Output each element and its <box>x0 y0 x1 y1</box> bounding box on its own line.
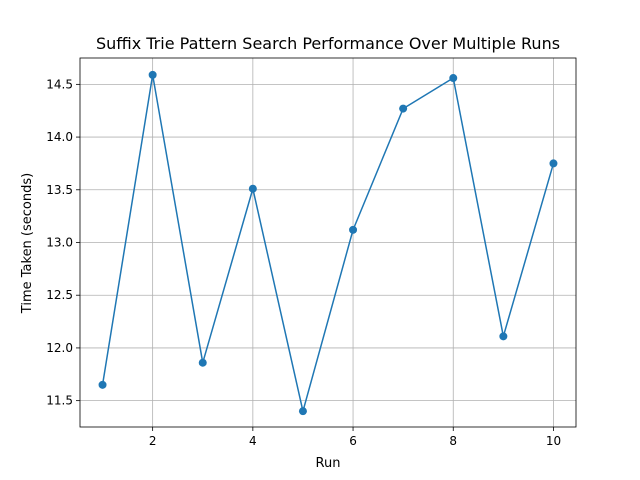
data-point <box>499 332 508 341</box>
y-axis-label: Time Taken (seconds) <box>20 173 35 314</box>
data-point <box>198 358 207 367</box>
y-tick-label: 13.0 <box>46 236 73 250</box>
data-point <box>148 70 157 79</box>
y-tick-label: 14.5 <box>46 77 73 91</box>
series-line <box>101 74 555 412</box>
chart-title: Suffix Trie Pattern Search Performance O… <box>96 34 560 53</box>
data-point <box>298 407 307 416</box>
y-tick-label: 12.0 <box>46 341 73 355</box>
y-tick-label: 11.5 <box>46 394 73 408</box>
data-point <box>549 159 558 168</box>
data-point <box>98 380 107 389</box>
x-tick-label: 4 <box>249 434 257 448</box>
x-tick-label: 8 <box>449 434 457 448</box>
x-axis-label: Run <box>316 456 341 471</box>
x-tick-label: 2 <box>149 434 157 448</box>
data-point <box>399 104 408 113</box>
grid <box>80 58 576 427</box>
y-tick-label: 13.5 <box>46 183 73 197</box>
data-point <box>349 225 358 234</box>
data-point <box>248 184 257 193</box>
x-tick-label: 10 <box>546 434 561 448</box>
x-tick-label: 6 <box>349 434 357 448</box>
y-tick-label: 12.5 <box>46 288 73 302</box>
y-tick-label: 14.0 <box>46 130 73 144</box>
series-layer <box>98 70 558 416</box>
data-point <box>449 74 458 83</box>
axis-ticks: 2 4 6 8 10 11.5 12.0 12.5 13.0 13.5 14.0 14.5 <box>46 77 561 448</box>
